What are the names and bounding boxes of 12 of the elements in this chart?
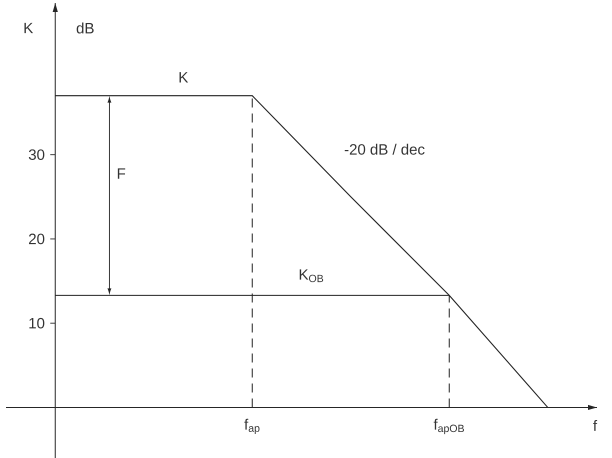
y-tick-label: 30	[28, 149, 44, 160]
series-label: K	[180, 72, 188, 82]
x-tick-label: f$_{ap}$	[244, 418, 260, 434]
y-tick-label: 10	[29, 318, 44, 328]
y-tick-label: 20	[28, 234, 44, 244]
series-label: K$_{OB}$	[300, 269, 324, 282]
y-axis-title: K	[24, 22, 34, 34]
annotation: dB	[76, 22, 94, 34]
annotation: F	[118, 168, 126, 179]
x-axis-title: f	[593, 420, 598, 431]
annotation: -20 dB / dec	[344, 144, 425, 155]
x-tick-label: f$_{apOB}$	[434, 418, 464, 434]
